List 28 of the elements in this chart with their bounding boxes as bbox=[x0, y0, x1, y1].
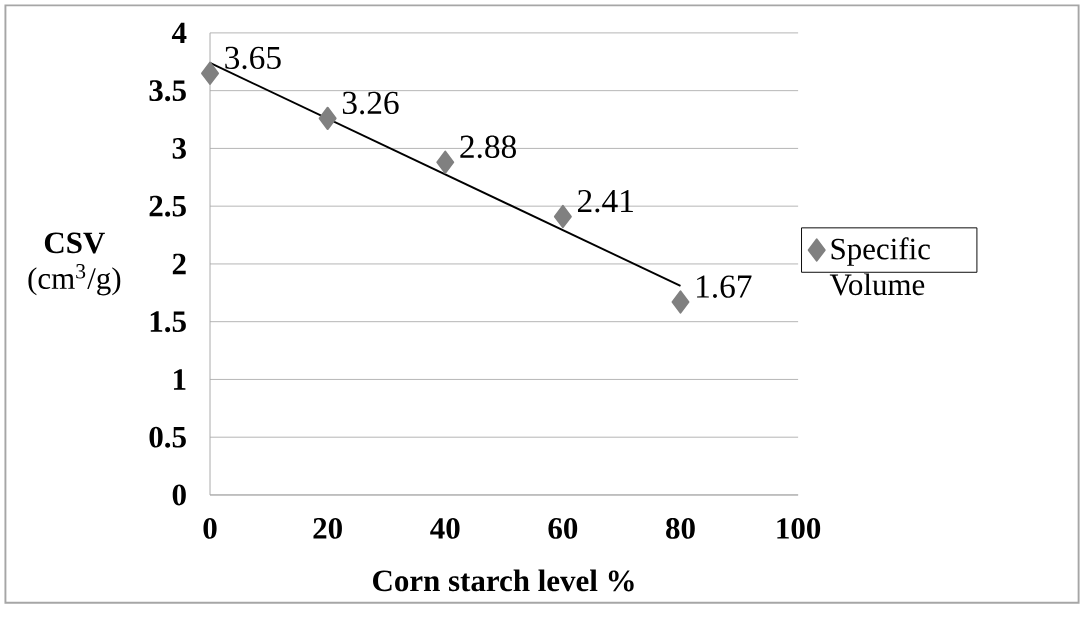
data-label: 2.41 bbox=[577, 189, 633, 213]
legend-label: Specific Volume bbox=[829, 237, 930, 296]
y-axis-title: CSV (cm$^{3}$/g) bbox=[28, 232, 121, 296]
x-tick-label: 80 bbox=[666, 517, 695, 539]
y-tick-label: 2 bbox=[172, 253, 186, 275]
y-tick-label: 1.5 bbox=[150, 311, 186, 333]
x-tick-label: 40 bbox=[430, 517, 460, 539]
data-label: 2.88 bbox=[460, 135, 516, 159]
x-tick-label: 60 bbox=[548, 517, 578, 539]
y-tick-label: 4 bbox=[171, 22, 187, 44]
y-tick-label: 3 bbox=[172, 138, 186, 159]
data-label: 3.26 bbox=[342, 91, 399, 115]
x-tick-label: 20 bbox=[313, 517, 342, 539]
y-tick-label: 0 bbox=[172, 484, 186, 506]
point bbox=[553, 204, 572, 229]
point bbox=[436, 150, 455, 174]
x-tick-label: 100 bbox=[777, 517, 821, 539]
y-tick-label: 1 bbox=[173, 369, 186, 390]
y-tick-label: 0.5 bbox=[149, 426, 186, 448]
point bbox=[671, 290, 690, 314]
data-label: 3.65 bbox=[225, 46, 281, 70]
point bbox=[201, 61, 220, 85]
x-axis-title: Corn starch level % bbox=[373, 569, 634, 592]
point bbox=[318, 106, 337, 131]
y-tick-label: 3.5 bbox=[149, 80, 186, 102]
data-label: 1.67 bbox=[697, 275, 752, 298]
x-tick-label: 0 bbox=[203, 517, 217, 539]
y-tick-label: 2.5 bbox=[149, 195, 186, 217]
